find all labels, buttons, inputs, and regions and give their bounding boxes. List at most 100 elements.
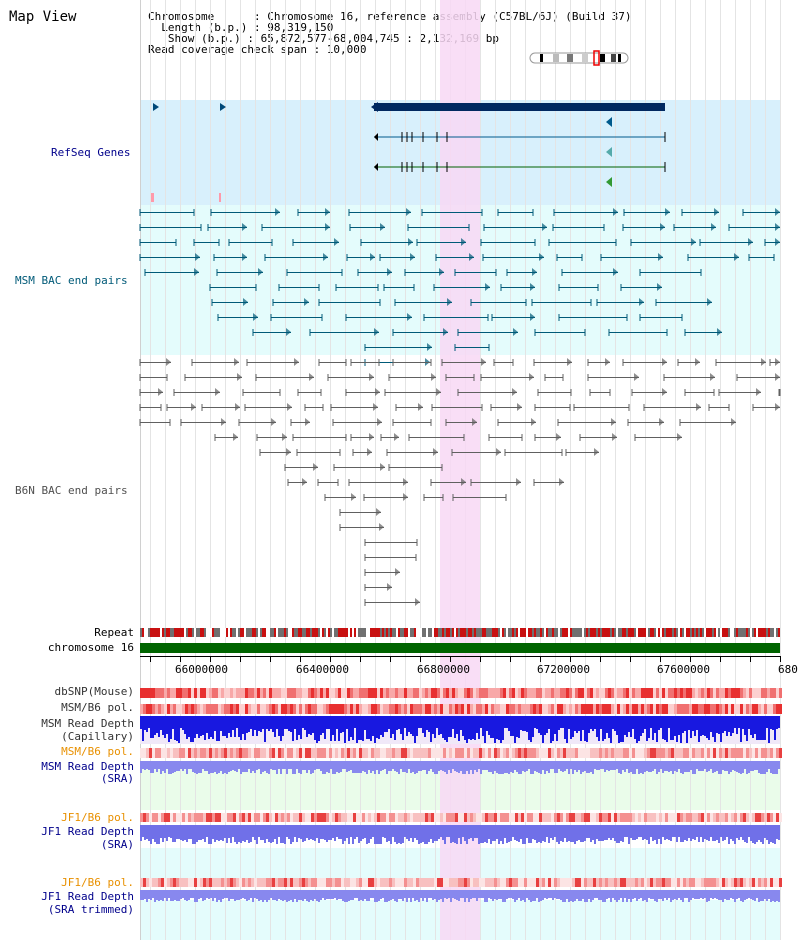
depth-bar [636, 716, 638, 743]
heat-cell [209, 813, 212, 822]
depth-bar [256, 825, 258, 844]
depth-bar [558, 890, 560, 899]
depth-bar [190, 825, 192, 839]
depth-bar [248, 890, 250, 900]
depth-bar [542, 761, 544, 770]
msm-depth-sra-label[interactable]: MSM Read Depth [41, 760, 134, 773]
depth-bg [158, 737, 160, 744]
heat-cell [242, 813, 245, 822]
depth-bg [232, 730, 234, 744]
repeat-element [396, 628, 398, 637]
depth-bg [160, 730, 162, 744]
depth-bar [640, 825, 642, 837]
heat-cell [494, 878, 497, 887]
depth-bar [350, 716, 352, 737]
repeat-element [424, 628, 426, 637]
depth-bar [380, 761, 382, 771]
depth-bar [210, 761, 212, 773]
heat-cell [560, 878, 563, 887]
bac-arrow [469, 253, 474, 261]
heat-cell [341, 813, 344, 822]
heat-cell [737, 688, 740, 698]
heat-cell [233, 878, 236, 887]
heat-cell [746, 813, 749, 822]
bac-arrow [304, 298, 309, 306]
bac-arrow [559, 478, 564, 486]
msm-depth-cap-label[interactable]: MSM Read Depth [41, 717, 134, 730]
heat-cell [683, 704, 686, 714]
heat-cell [290, 688, 293, 698]
depth-bg [356, 743, 358, 744]
depth-bg [742, 729, 744, 744]
jf1-depth-label[interactable]: JF1 Read Depth [41, 825, 134, 838]
depth-bar [146, 890, 148, 902]
heat-cell [230, 813, 233, 822]
b6n-bac-label[interactable]: B6N BAC end pairs [15, 484, 128, 497]
heat-cell [473, 813, 476, 822]
depth-bar [642, 716, 644, 733]
heat-cell [314, 704, 317, 714]
depth-bar [206, 825, 208, 837]
map-view-title: Map View [9, 9, 77, 25]
depth-bar [278, 716, 280, 736]
heat-cell [281, 878, 284, 887]
heat-cell [437, 878, 440, 887]
depth-bar [716, 716, 718, 733]
depth-bar [634, 716, 636, 739]
depth-bar [498, 890, 500, 899]
bac-arrow [221, 418, 226, 426]
depth-bar [236, 761, 238, 772]
depth-bg [326, 729, 328, 744]
heat-cell [149, 704, 152, 714]
heat-cell [194, 813, 197, 822]
heat-cell [626, 878, 629, 887]
depth-bar [670, 761, 672, 771]
msm-b6-pol-label-1[interactable]: MSM/B6 pol. [61, 701, 134, 714]
heat-cell [278, 748, 281, 758]
depth-bar [244, 716, 246, 740]
depth-bg [748, 729, 750, 744]
heat-cell [578, 688, 581, 698]
jf1-trim-label[interactable]: JF1 Read Depth [41, 890, 134, 903]
heat-cell [641, 704, 644, 714]
depth-bar [534, 716, 536, 728]
msm-bac-label[interactable]: MSM BAC end pairs [15, 274, 128, 287]
depth-bar [770, 761, 772, 773]
depth-bar [358, 761, 360, 773]
msm-b6-pol-label-2[interactable]: MSM/B6 pol. [61, 745, 134, 758]
heat-cell [716, 704, 719, 714]
heat-cell [167, 813, 170, 822]
depth-bar [146, 761, 148, 769]
depth-bar [618, 890, 620, 900]
jf1-pol-label-1[interactable]: JF1/B6 pol. [61, 811, 134, 824]
heat-cell [629, 878, 632, 887]
heat-cell [392, 813, 395, 822]
depth-bar [296, 761, 298, 769]
depth-bar [194, 761, 196, 773]
repeat-element [542, 628, 544, 637]
depth-bg [474, 740, 476, 744]
depth-bar [348, 716, 350, 741]
refseq-label[interactable]: RefSeq Genes [51, 146, 131, 159]
depth-bar [386, 716, 388, 732]
depth-bar [440, 825, 442, 837]
heat-cell [638, 704, 641, 714]
repeat-element [150, 628, 152, 637]
repeat-element [708, 628, 710, 637]
depth-bar [628, 825, 630, 844]
depth-bar [496, 890, 498, 900]
depth-bar [580, 761, 582, 774]
heat-cell [446, 748, 449, 758]
repeat-element [594, 628, 596, 637]
heat-cell [512, 813, 515, 822]
depth-bar [306, 825, 308, 838]
jf1-pol-label-2[interactable]: JF1/B6 pol. [61, 876, 134, 889]
depth-bar [294, 716, 296, 729]
dbsnp-label[interactable]: dbSNP(Mouse) [54, 685, 134, 698]
repeat-element [390, 628, 392, 637]
heat-cell [497, 748, 500, 758]
depth-bar [314, 825, 316, 841]
repeat-element [350, 628, 352, 637]
depth-bar [774, 761, 776, 774]
